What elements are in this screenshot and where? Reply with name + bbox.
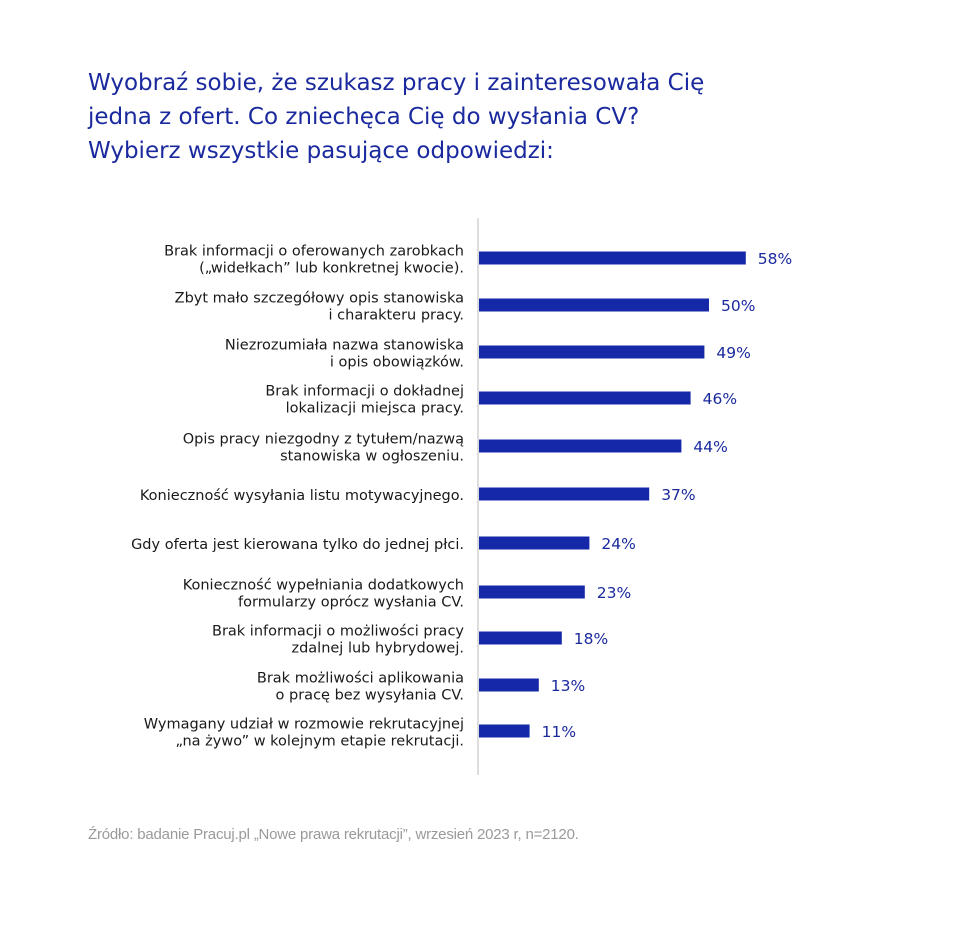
category-label: Niezrozumiała nazwa stanowiska bbox=[225, 338, 464, 354]
bar-value-label: 37% bbox=[661, 486, 695, 504]
category-label: i charakteru pracy. bbox=[329, 308, 464, 324]
source-note: Źródło: badanie Pracuj.pl „Nowe prawa re… bbox=[88, 826, 579, 843]
category-label: zdalnej lub hybrydowej. bbox=[291, 641, 464, 657]
category-label: formularzy oprócz wysłania CV. bbox=[238, 595, 464, 611]
category-label: („widełkach” lub konkretnej kwocie). bbox=[199, 261, 464, 277]
bar-value-label: 13% bbox=[551, 677, 585, 695]
bar bbox=[479, 724, 530, 738]
bar-value-label: 23% bbox=[597, 584, 631, 602]
category-label: „na żywo” w kolejnym etapie rekrutacji. bbox=[176, 734, 465, 750]
bar-value-label: 24% bbox=[601, 535, 635, 553]
category-label: stanowiska w ogłoszeniu. bbox=[280, 449, 464, 465]
bar-value-label: 49% bbox=[716, 344, 750, 362]
category-label: Brak informacji o możliwości pracy bbox=[212, 624, 464, 640]
category-label: o pracę bez wysyłania CV. bbox=[276, 688, 464, 704]
bar bbox=[479, 298, 709, 312]
category-label: Brak informacji o oferowanych zarobkach bbox=[164, 244, 464, 260]
bar bbox=[479, 536, 590, 550]
category-label: Wymagany udział w rozmowie rekrutacyjnej bbox=[144, 717, 464, 733]
category-label: Brak możliwości aplikowania bbox=[257, 671, 464, 687]
bar-value-label: 11% bbox=[542, 723, 576, 741]
bar-value-label: 50% bbox=[721, 297, 755, 315]
category-label: Opis pracy niezgodny z tytułem/nazwą bbox=[183, 432, 464, 448]
bar bbox=[479, 345, 705, 359]
category-label: i opis obowiązków. bbox=[330, 355, 464, 371]
bar bbox=[479, 439, 682, 453]
bar bbox=[479, 251, 746, 265]
bar-value-label: 44% bbox=[693, 438, 727, 456]
chart-title: Wyobraź sobie, że szukasz pracy i zainte… bbox=[88, 66, 888, 168]
bar bbox=[479, 585, 585, 599]
chart-title-line-2: jedna z ofert. Co zniechęca Cię do wysła… bbox=[88, 104, 640, 130]
bar bbox=[479, 631, 562, 645]
category-label: Brak informacji o dokładnej bbox=[265, 384, 464, 400]
bar bbox=[479, 678, 539, 692]
chart-title-line-3: Wybierz wszystkie pasujące odpowiedzi: bbox=[88, 138, 554, 164]
bar bbox=[479, 487, 650, 501]
bar-value-label: 46% bbox=[703, 390, 737, 408]
category-label: lokalizacji miejsca pracy. bbox=[286, 401, 464, 417]
category-label: Zbyt mało szczegółowy opis stanowiska bbox=[175, 291, 464, 307]
category-label: Konieczność wypełniania dodatkowych bbox=[183, 578, 464, 594]
category-label: Gdy oferta jest kierowana tylko do jedne… bbox=[131, 537, 464, 553]
bar bbox=[479, 391, 691, 405]
chart-title-line-1: Wyobraź sobie, że szukasz pracy i zainte… bbox=[88, 70, 705, 96]
bar-value-label: 18% bbox=[574, 630, 608, 648]
bar-value-label: 58% bbox=[758, 250, 792, 268]
category-label: Konieczność wysyłania listu motywacyjneg… bbox=[140, 488, 464, 504]
